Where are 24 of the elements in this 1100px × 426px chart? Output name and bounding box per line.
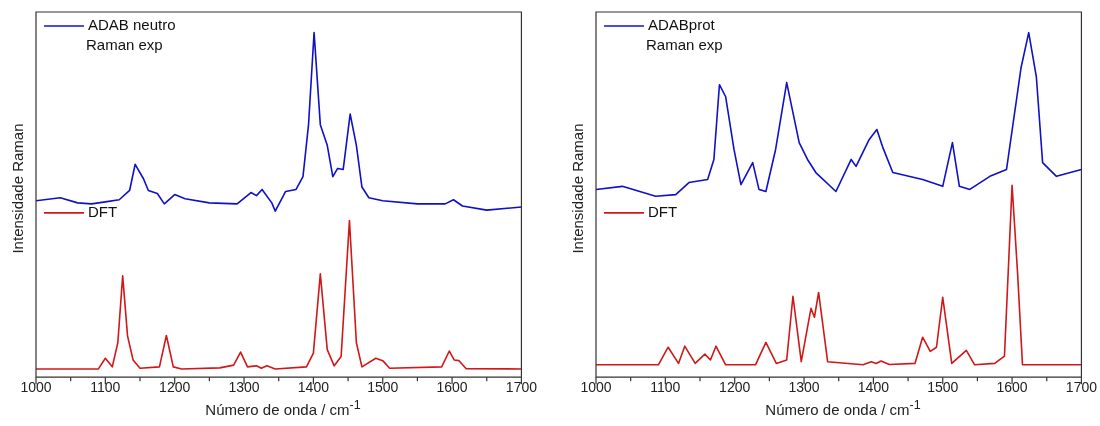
x-tick-label: 1700 [505, 379, 538, 396]
x-tick-label: 1500 [927, 379, 959, 396]
legend-label: ADABprot Raman exp [646, 16, 723, 54]
x-tick-label: 1100 [650, 379, 681, 396]
x-tick-label: 1600 [996, 379, 1028, 396]
x-tick-label: 1700 [1065, 379, 1098, 396]
x-tick-label: 1400 [297, 379, 330, 396]
x-tick-label: 1200 [719, 379, 751, 396]
x-tick-label: 1300 [788, 379, 820, 396]
x-tick-label: 1500 [367, 379, 399, 396]
x-axis-title: Número de onda / cm$^{-1}$ [764, 398, 922, 418]
x-tick-label: 1000 [580, 379, 612, 396]
legend-label: ADAB neutro Raman exp [86, 16, 176, 54]
y-axis-title: Intensidade Raman [568, 122, 586, 256]
x-tick-label: 1000 [20, 379, 52, 396]
x-tick-label: 1300 [228, 379, 260, 396]
x-tick-label: 1100 [90, 379, 121, 396]
x-tick-label: 1200 [159, 379, 191, 396]
y-axis-title: Intensidade Raman [8, 122, 26, 256]
x-tick-label: 1400 [857, 379, 890, 396]
x-tick-label: 1600 [436, 379, 468, 396]
legend-label: DFT [88, 203, 118, 220]
legend-label: DFT [648, 203, 678, 220]
x-axis-title: Número de onda / cm$^{-1}$ [204, 398, 362, 418]
